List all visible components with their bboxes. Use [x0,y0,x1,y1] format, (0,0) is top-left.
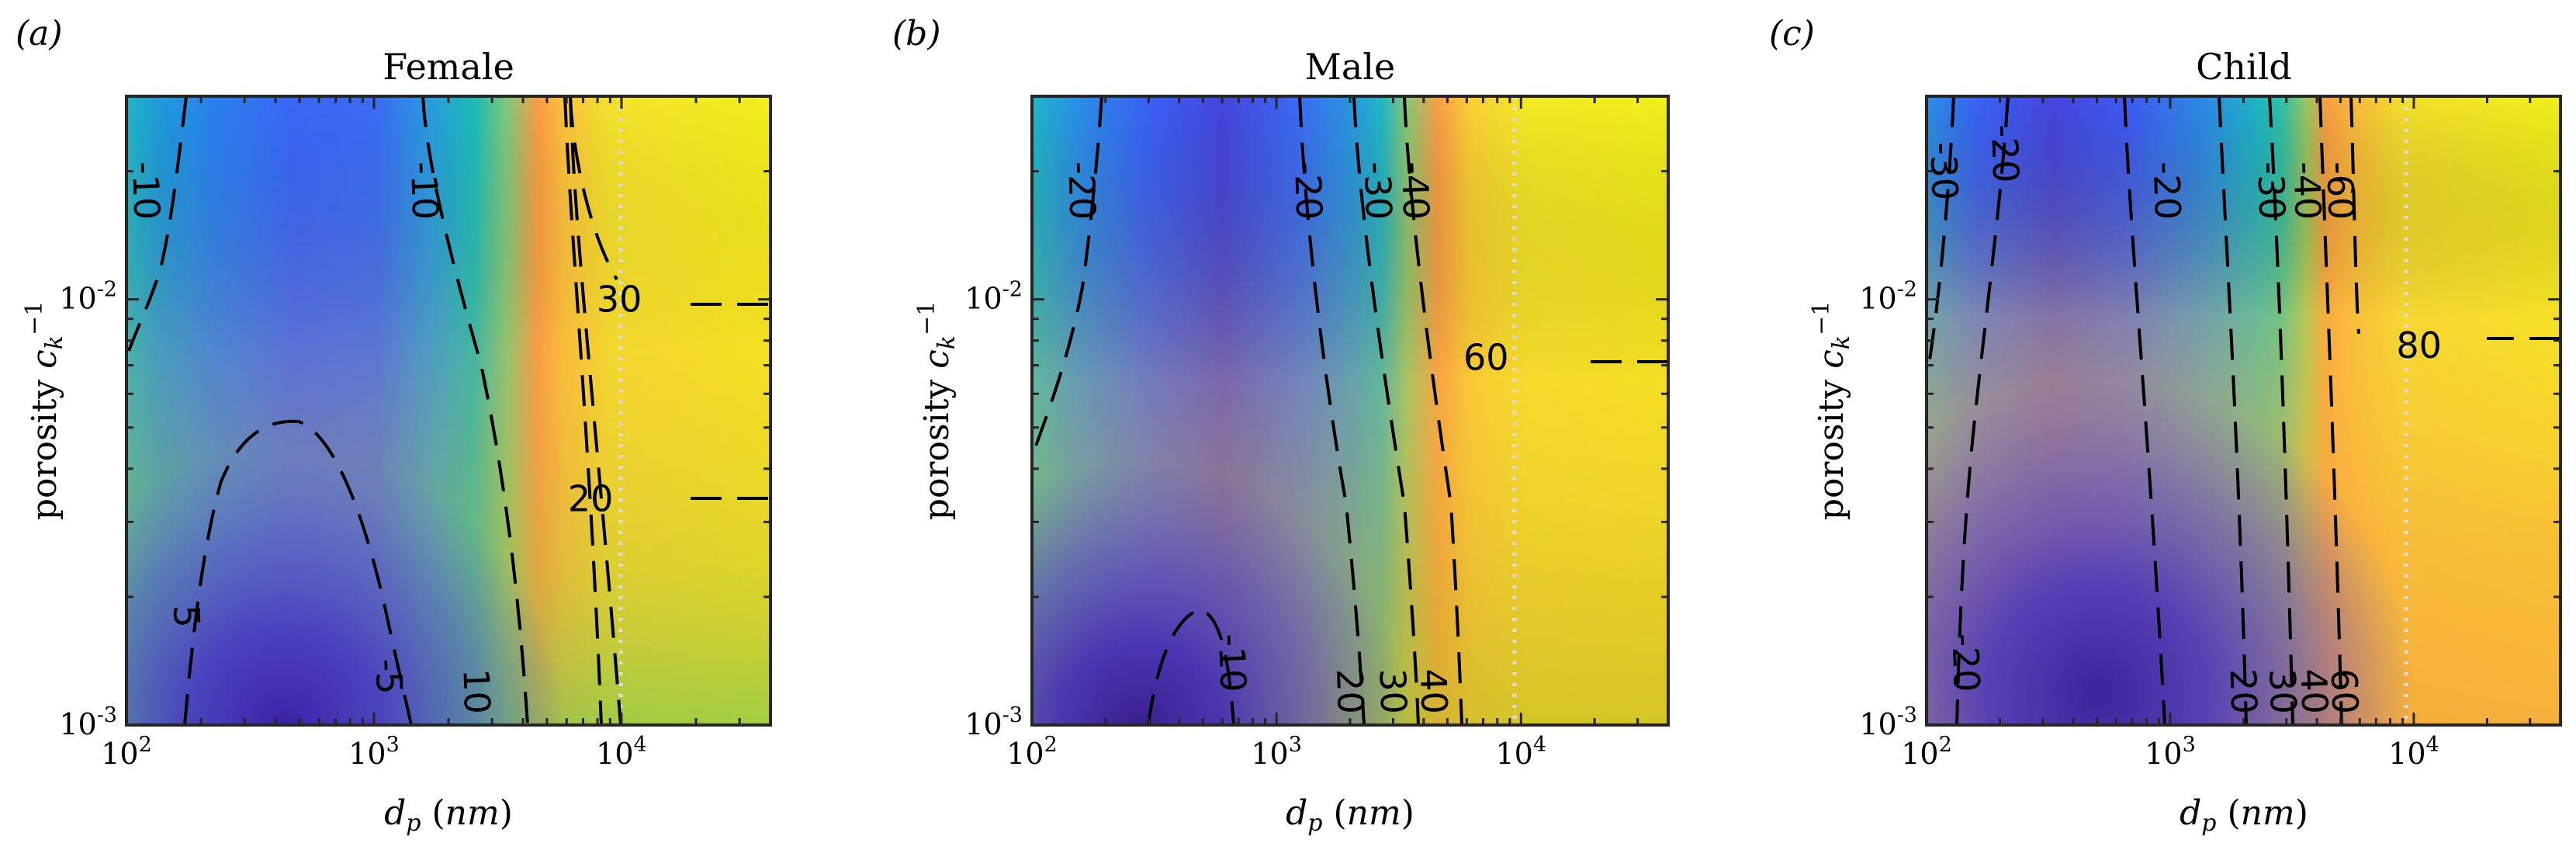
contour-label: 20 [2221,668,2265,714]
contour-label: -60 [2318,161,2363,220]
contour-labels: -10 -10 5 -5 10 30 20 [124,161,642,715]
x-axis-label: dp (nm) [2180,793,2308,837]
y-tick-label: 10-2 [1859,278,1917,316]
contour-line [569,96,618,281]
contour-label: 40 [1412,668,1456,714]
contour-label: -20 [1060,161,1104,220]
contour-label: -30 [2249,161,2294,220]
contour-line [2318,96,2343,725]
panel-female: (a) Female -10 -10 5 -5 10 30 20 102 103 104 dp … [16,14,772,837]
y-tick-label: 10-2 [964,278,1023,316]
contour-line [2218,96,2248,725]
x-tick-label: 103 [2145,733,2196,771]
contour-label: 60 [2323,668,2367,714]
contour-line [1147,607,1235,725]
contour-label: -40 [1394,161,1438,220]
y-axis-label: porosity ck−1 [1808,301,1855,520]
contour-label: 5 [165,604,208,628]
contour-line [127,96,188,352]
contour-label: -20 [1983,123,2027,183]
contour-line [1403,96,1463,725]
contour-label: -20 [1286,161,1331,220]
y-axis-label: porosity ck−1 [913,301,961,520]
panel-label: (c) [1769,14,1815,54]
contour-line [2123,96,2166,725]
contour-label: 10 [455,668,498,714]
contour-line [1033,96,1103,451]
contour-label: -40 [2285,161,2329,220]
heatmap-field: -10 -10 5 -5 10 30 20 [124,96,770,725]
contour-line [1955,96,2010,725]
contour-line [2268,96,2294,725]
y-tick-label: 10-3 [1859,703,1917,741]
contour-label: 30 [597,279,642,321]
contour-label: -20 [2145,161,2190,220]
chart-title: Child [2196,46,2292,88]
y-axis-label: porosity ck−1 [21,301,68,520]
x-tick-label: 104 [1495,733,1546,771]
y-tick-label: 10-3 [964,703,1023,741]
chart-title: Female [383,46,514,88]
contour-label: 20 [568,478,614,520]
contour-line [2349,96,2360,335]
contour-label: 30 [1371,668,1414,714]
x-tick-label: 104 [596,733,647,771]
contour-label: -10 [403,161,447,220]
contour-line [183,419,413,725]
x-axis: 102 103 104 dp (nm) [1006,96,1670,837]
x-tick-label: 104 [2388,733,2439,771]
panel-label: (a) [16,14,63,54]
contour-line [569,96,622,725]
y-tick-label: 10-3 [59,703,117,741]
x-tick-label: 102 [101,733,152,771]
chart-title: Male [1305,46,1395,88]
contour-label: 60 [1463,337,1509,379]
contour-label: 30 [2261,668,2304,714]
contour-line [1298,96,1366,725]
x-tick-label: 103 [348,733,400,771]
x-axis: 102 103 104 dp (nm) [1901,96,2562,837]
contour-line [1352,96,1420,725]
contour-label: 40 [2293,668,2336,714]
x-tick-label: 102 [1006,733,1058,771]
panel-label: (b) [892,14,941,54]
x-tick-label: 102 [1901,733,1952,771]
contour-line [1927,96,1955,366]
x-axis: 102 103 104 dp (nm) [101,96,772,837]
contour-line [421,96,529,725]
y-tick-label: 10-2 [59,278,117,316]
contour-label: 20 [1328,668,1372,714]
contour-label: -30 [1356,161,1401,220]
contour-label: -5 [368,658,411,696]
x-axis-label: dp (nm) [1286,793,1414,837]
contour-label: -20 [1944,633,1988,692]
contour-label: 80 [2396,324,2442,366]
contour-label: -10 [1210,633,1255,692]
x-tick-label: 103 [1251,733,1302,771]
x-axis-label: dp (nm) [384,793,513,837]
contour-line [563,96,603,725]
contour-label: -10 [124,161,168,220]
